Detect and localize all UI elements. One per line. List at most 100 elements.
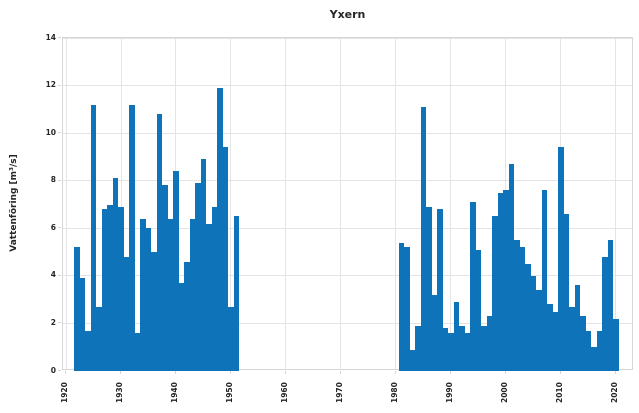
y-tick-mark	[58, 132, 61, 134]
y-tick-mark	[58, 84, 61, 86]
x-tick-mark	[339, 371, 341, 374]
gridline-horizontal	[63, 132, 632, 134]
bar-1986	[426, 206, 432, 371]
y-tick-label: 14	[45, 32, 56, 42]
bar-1995	[475, 249, 482, 371]
gridline-horizontal	[63, 322, 632, 324]
x-tick-mark	[65, 371, 67, 374]
bar-1947	[211, 206, 218, 371]
bar-1932	[129, 104, 135, 371]
x-tick-label: 1950	[224, 382, 234, 403]
plot-area	[62, 37, 633, 371]
bar-2015	[585, 330, 592, 371]
bar-1943	[189, 218, 196, 371]
gridline-vertical	[285, 38, 287, 369]
y-tick-mark	[58, 370, 61, 371]
bar-2004	[525, 263, 531, 371]
bar-1935	[145, 228, 152, 371]
y-tick-label: 4	[50, 270, 56, 280]
x-tick-mark	[120, 371, 121, 374]
bar-2003	[519, 247, 526, 371]
bar-2009	[552, 311, 559, 371]
gridline-vertical	[120, 38, 122, 369]
x-tick-mark	[394, 371, 396, 374]
bar-2002	[514, 240, 520, 371]
bar-1983	[409, 349, 416, 371]
gridline-horizontal	[63, 37, 632, 39]
x-tick-mark	[504, 371, 506, 374]
x-tick-mark	[449, 371, 451, 374]
x-tick-label: 1930	[115, 382, 124, 403]
bar-1985	[420, 106, 427, 371]
bar-1927	[101, 209, 108, 371]
bar-1933	[134, 332, 141, 371]
bar-1941	[178, 282, 185, 371]
bar-1997	[486, 316, 493, 371]
bar-1982	[404, 247, 410, 371]
bar-1944	[195, 183, 201, 371]
bar-1994	[470, 202, 476, 371]
bar-2012	[569, 306, 575, 371]
bar-2010	[558, 147, 564, 371]
y-tick-label: 8	[50, 175, 56, 185]
y-tick-mark	[58, 274, 61, 276]
bar-2017	[596, 330, 603, 371]
bar-2016	[591, 347, 597, 371]
gridline-vertical	[340, 38, 342, 369]
bar-1939	[167, 218, 174, 371]
bar-1930	[118, 206, 124, 371]
bar-2001	[508, 164, 515, 371]
bar-2013	[574, 285, 581, 371]
bar-1993	[464, 332, 471, 371]
x-tick-label: 2020	[609, 382, 619, 403]
gridline-horizontal	[63, 180, 632, 182]
bar-1942	[184, 261, 190, 371]
bar-1937	[156, 114, 163, 371]
bar-1938	[162, 185, 168, 371]
x-tick-mark	[229, 371, 231, 374]
bar-2008	[547, 304, 553, 371]
bar-1987	[431, 294, 438, 371]
y-tick-mark	[58, 322, 61, 324]
bar-1991	[453, 302, 460, 371]
bar-1946	[206, 223, 212, 371]
y-tick-label: 10	[45, 127, 56, 137]
x-tick-label: 1940	[169, 382, 179, 403]
bar-1940	[173, 171, 179, 371]
bar-1990	[448, 332, 454, 371]
bar-2006	[536, 290, 542, 371]
bar-1922	[74, 247, 80, 371]
bar-1936	[151, 252, 157, 371]
x-tick-mark	[284, 371, 286, 374]
bar-1951	[233, 216, 240, 371]
bar-2020	[613, 318, 619, 371]
bar-1996	[481, 325, 487, 371]
bar-1950	[228, 306, 234, 371]
bar-1989	[442, 328, 449, 371]
bar-2007	[541, 190, 548, 371]
bar-1945	[200, 159, 207, 371]
gridline-vertical	[395, 38, 397, 369]
y-tick-mark	[58, 227, 61, 229]
y-tick-mark	[58, 179, 61, 181]
gridline-vertical	[230, 38, 232, 369]
gridline-vertical	[450, 38, 452, 369]
y-tick-label: 6	[50, 222, 56, 232]
gridline-horizontal	[63, 227, 632, 229]
bar-2005	[530, 275, 537, 371]
bar-1934	[140, 218, 146, 371]
bar-1981	[398, 242, 405, 371]
x-tick-mark	[614, 371, 616, 374]
bar-2000	[503, 190, 509, 371]
bar-1923	[79, 278, 86, 371]
bar-1926	[96, 306, 102, 371]
gridline-horizontal	[63, 85, 632, 87]
bar-2014	[580, 316, 586, 371]
x-tick-label: 1920	[60, 382, 70, 403]
x-tick-label: 2010	[554, 382, 564, 403]
y-tick-label: 12	[45, 80, 56, 90]
x-tick-label: 1990	[444, 382, 454, 403]
x-tick-mark	[559, 371, 561, 374]
bar-1928	[107, 204, 113, 371]
